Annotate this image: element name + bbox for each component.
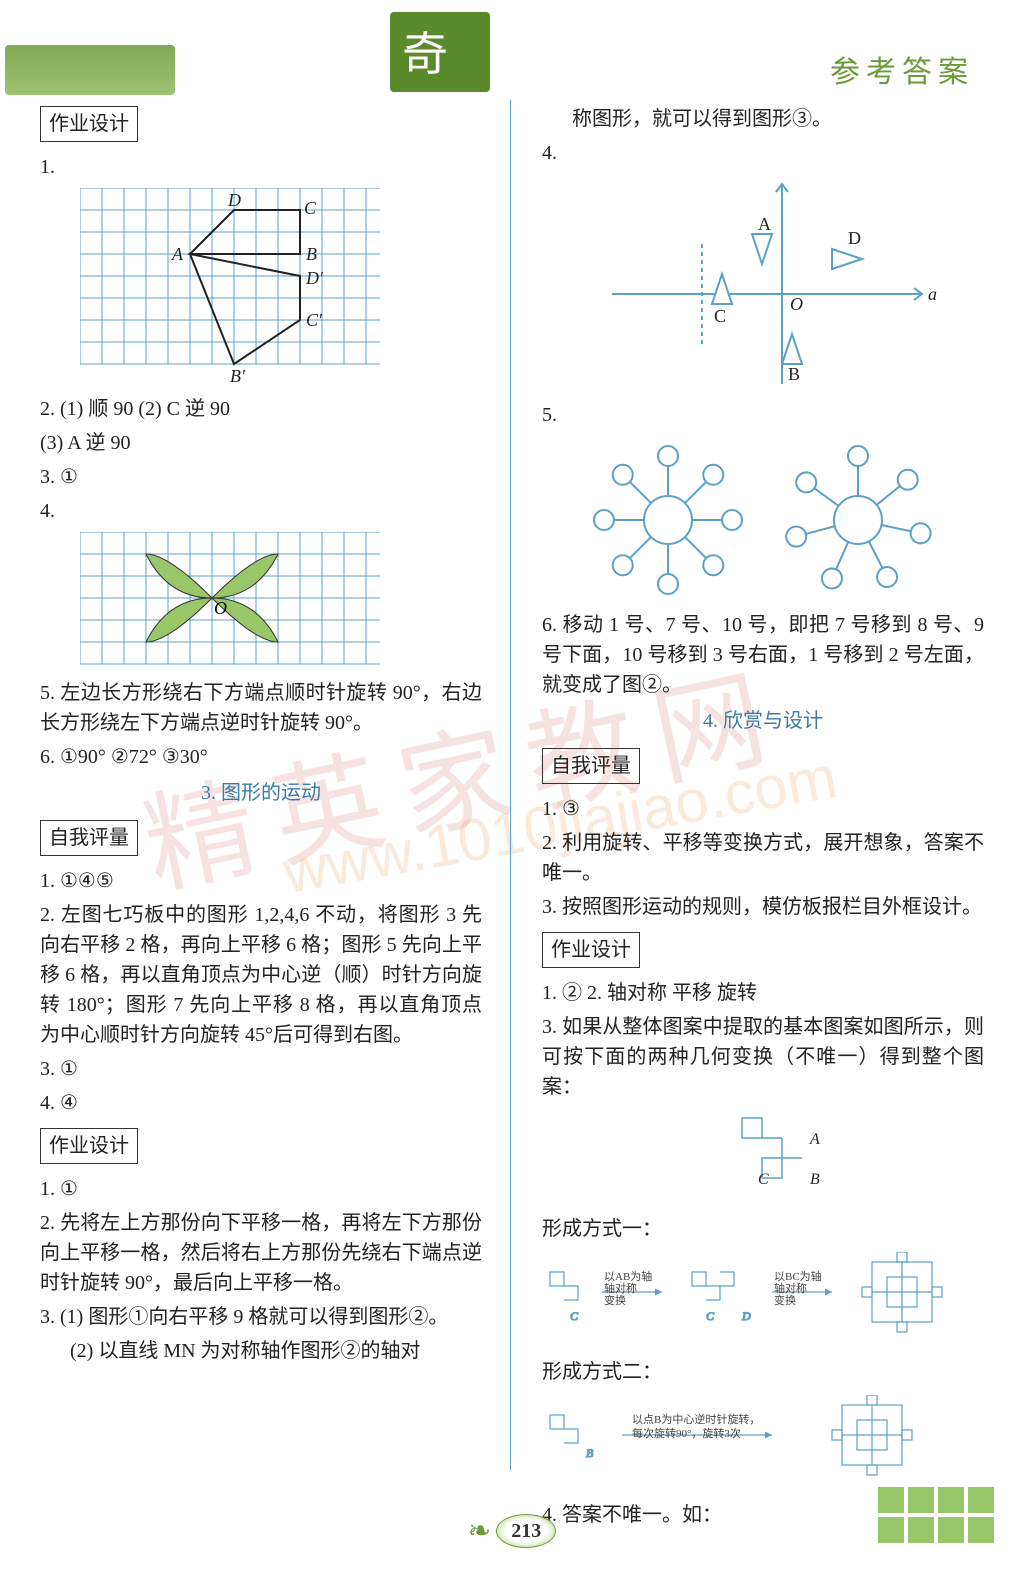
svg-text:B: B [306,244,317,264]
column-divider [510,100,511,1470]
svg-text:B': B' [230,366,246,386]
svg-text:轴对称: 轴对称 [774,1281,807,1295]
section-label-self-1: 自我评量 [40,820,138,856]
svg-text:A: A [758,214,771,234]
svg-text:B: B [586,1446,594,1460]
svg-text:变换: 变换 [604,1293,626,1307]
section-label-self-2: 自我评量 [542,748,640,784]
svg-text:a: a [928,284,937,304]
t3b-text: (2) 以直线 MN 为对称轴作图形②的轴对 [40,1336,482,1366]
right-column: 称图形，就可以得到图形③。 4. A D [532,100,994,1534]
svg-text:C: C [706,1309,715,1323]
footer-squares-icon [878,1487,994,1543]
figure-smiley [542,440,984,600]
q2-line2: (3) A 逆 90 [40,428,482,458]
cont-text: 称图形，就可以得到图形③。 [542,104,984,134]
t2-text: 2. 先将左上方那份向下平移一格，再将左下方那份向上平移一格，然后将右上方那份先… [40,1208,482,1298]
svg-text:C: C [304,198,317,218]
s2-text: 2. 左图七巧板中的图形 1,2,4,6 不动，将图形 3 先向右平移 2 格，… [40,900,482,1050]
section-blue-title-1: 3. 图形的运动 [40,778,482,808]
svg-text:轴对称: 轴对称 [604,1281,637,1295]
svg-text:变换: 变换 [774,1293,796,1307]
svg-text:A: A [171,244,184,264]
section-label-homework-2: 作业设计 [40,1128,138,1164]
section-label-homework-1: 作业设计 [40,106,138,142]
q6-text: 6. ①90° ②72° ③30° [40,742,482,772]
svg-text:B: B [810,1171,820,1188]
u1-line: 1. ② 2. 轴对称 平移 旋转 [542,978,984,1008]
svg-text:O: O [214,598,227,618]
svg-text:C: C [758,1171,769,1188]
s3-line: 3. ① [40,1054,482,1084]
q4-label: 4. [40,496,482,526]
t1-line: 1. ① [40,1174,482,1204]
svg-text:D': D' [305,268,324,288]
t3-text: 3. (1) 图形①向右平移 9 格就可以得到图形②。 [40,1302,482,1332]
q1-label: 1. [40,152,482,182]
svg-text:D: D [848,228,861,248]
header-ornament-center [390,12,490,92]
figure-form1: C C D 以AB为轴 轴对称 变换 [542,1252,984,1349]
figure-grid-2: O [80,532,482,672]
page-number: 213 [496,1514,556,1548]
svg-text:B: B [788,364,800,384]
svg-text:D: D [741,1309,751,1323]
r3-text: 3. 按照图形运动的规则，模仿板报栏目外框设计。 [542,892,984,922]
figure-form2: B 以点B为中心逆时针旋转， 每次旋转90°，旋转3次 [542,1395,984,1492]
footer-swirl-icon: ❧ [468,1511,491,1553]
section-label-homework-3: 作业设计 [542,932,640,968]
s1-line: 1. ①④⑤ [40,866,482,896]
rq4-label: 4. [542,138,984,168]
svg-text:以AB为轴: 以AB为轴 [604,1269,652,1283]
header-ornament-left [5,45,175,95]
figure-small-shape: A B C [702,1108,984,1208]
svg-text:C': C' [306,310,323,330]
svg-text:以点B为中心逆时针旋转，: 以点B为中心逆时针旋转， [632,1412,760,1426]
form1-label: 形成方式一： [542,1214,984,1244]
left-column: 作业设计 1. [30,100,492,1534]
svg-text:O: O [790,294,803,314]
u3-text: 3. 如果从整体图案中提取的基本图案如图所示，则可按下面的两种几何变换（不唯一）… [542,1012,984,1102]
figure-axes: A D C B O a [602,174,984,394]
form2-label: 形成方式二： [542,1357,984,1387]
svg-text:每次旋转90°，旋转3次: 每次旋转90°，旋转3次 [632,1426,741,1440]
section-blue-title-2: 4. 欣赏与设计 [542,706,984,736]
s4-line: 4. ④ [40,1088,482,1118]
svg-text:C: C [570,1309,579,1323]
figure-grid-1: A B C D D' C' B' [80,188,482,388]
page-header-title: 参考答案 [830,50,974,95]
svg-text:A: A [809,1131,820,1148]
q3-line: 3. ① [40,462,482,492]
q2-line1: 2. (1) 顺 90 (2) C 逆 90 [40,394,482,424]
svg-text:D: D [227,190,241,210]
svg-text:C: C [714,306,726,326]
r1-line: 1. ③ [542,794,984,824]
page-footer: ❧ 213 [0,1511,1024,1553]
rq5-label: 5. [542,400,984,430]
rq6-text: 6. 移动 1 号、7 号、10 号，即把 7 号移到 8 号、9 号下面，10… [542,610,984,700]
q5-text: 5. 左边长方形绕右下方端点顺时针旋转 90°，右边长方形绕左下方端点逆时针旋转… [40,678,482,738]
r2-text: 2. 利用旋转、平移等变换方式，展开想象，答案不唯一。 [542,828,984,888]
svg-text:以BC为轴: 以BC为轴 [774,1269,822,1283]
